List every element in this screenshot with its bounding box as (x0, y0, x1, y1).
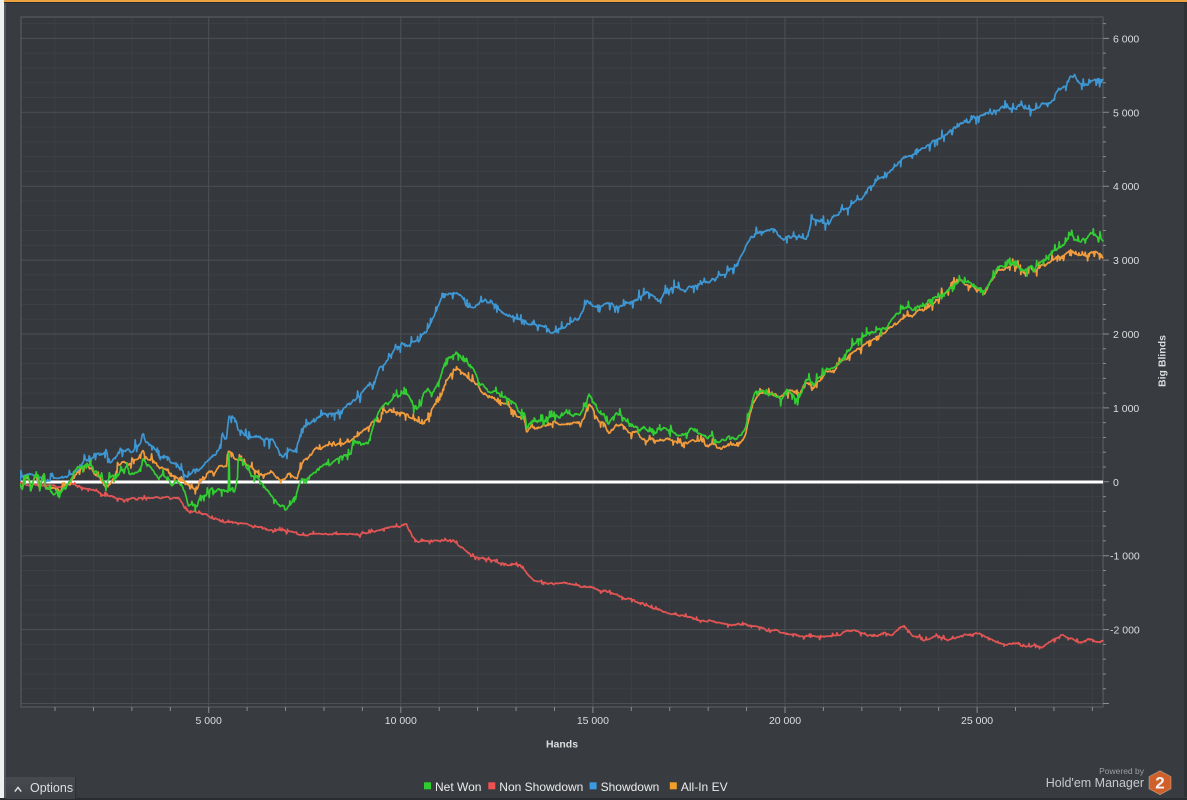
svg-text:Net Won: Net Won (435, 780, 481, 794)
svg-text:Hands: Hands (546, 739, 578, 751)
svg-text:6 000: 6 000 (1113, 33, 1139, 45)
svg-text:Showdown: Showdown (601, 780, 660, 794)
svg-text:3 000: 3 000 (1113, 255, 1139, 267)
svg-text:0: 0 (1113, 477, 1119, 489)
svg-text:All-In EV: All-In EV (681, 780, 728, 794)
svg-text:4 000: 4 000 (1113, 181, 1139, 193)
svg-text:2 000: 2 000 (1113, 329, 1139, 341)
svg-text:20 000: 20 000 (769, 715, 801, 727)
svg-text:-1 000: -1 000 (1110, 551, 1140, 563)
svg-text:25 000: 25 000 (961, 715, 993, 727)
svg-text:1 000: 1 000 (1113, 403, 1139, 415)
svg-text:10 000: 10 000 (385, 715, 417, 727)
svg-text:2: 2 (1155, 774, 1164, 793)
svg-text:Non Showdown: Non Showdown (499, 780, 583, 794)
svg-text:15 000: 15 000 (577, 715, 609, 727)
svg-text:5 000: 5 000 (196, 715, 222, 727)
svg-text:Big Blinds: Big Blinds (1157, 335, 1169, 387)
svg-text:-2 000: -2 000 (1110, 625, 1140, 637)
svg-text:5 000: 5 000 (1113, 107, 1139, 119)
